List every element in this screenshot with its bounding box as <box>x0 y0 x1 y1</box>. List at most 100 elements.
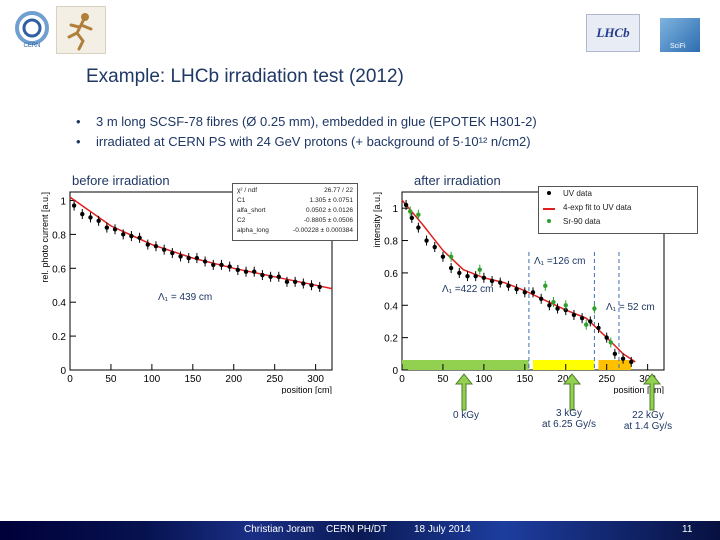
data-point <box>543 283 548 289</box>
scifi-logo: SciFi <box>660 18 700 52</box>
data-point <box>448 254 454 259</box>
y-axis-label: intensity [a.u.] <box>372 192 382 248</box>
data-point <box>260 272 265 278</box>
fit-stats-value: 26.77 / 22 <box>324 187 353 194</box>
data-point <box>424 238 429 243</box>
data-point <box>145 242 150 247</box>
dose-label-line1: 22 kGy <box>632 410 664 421</box>
fit-stats-row: alpha_long -0.00228 ± 0.000384 <box>237 226 353 236</box>
data-point <box>104 225 110 230</box>
data-point <box>252 269 257 274</box>
data-point <box>235 267 241 273</box>
data-point <box>551 299 556 305</box>
dose-arrows <box>454 373 662 411</box>
data-point <box>301 281 306 286</box>
data-point <box>608 340 613 345</box>
label-after-irradiation: after irradiation <box>414 173 501 188</box>
data-point <box>129 233 134 239</box>
y-tick-label: 0.6 <box>384 269 398 280</box>
legend-after: UV data 4-exp fit to UV data Sr-90 data <box>538 186 698 234</box>
legend-item-sr90: Sr-90 data <box>539 215 697 229</box>
data-point <box>629 359 634 365</box>
y-axis-label: rel. photo current [a.u.] <box>40 192 50 283</box>
arrow-up-icon <box>562 373 582 411</box>
fit-stats-row: C1 1.305 ± 0.0751 <box>237 196 353 206</box>
y-tick-label: 0.2 <box>384 334 398 345</box>
data-point <box>170 250 175 256</box>
cern-logo-text: CERN <box>23 43 40 49</box>
data-point <box>211 262 216 268</box>
data-point <box>309 283 314 288</box>
x-tick-label: 150 <box>184 374 201 385</box>
y-tick-label: 0.6 <box>52 264 66 275</box>
annotation-lambda-126: Λ₁ =126 cm <box>534 256 586 267</box>
data-point <box>563 303 568 308</box>
fit-stats-key: alfa_short <box>237 207 266 214</box>
dose-label-line2: at 1.4 Gy/s <box>623 421 673 432</box>
data-point <box>276 274 281 279</box>
data-point <box>432 244 437 250</box>
data-point <box>620 356 626 361</box>
x-tick-label: 250 <box>266 374 283 385</box>
x-tick-label: 100 <box>476 374 493 385</box>
y-tick-label: 1 <box>60 196 66 207</box>
fit-stats-rows: χ² / ndf 26.77 / 22 C1 1.305 ± 0.0751 alfa_s… <box>233 184 357 238</box>
scifi-logo-text: SciFi <box>670 43 686 50</box>
data-point <box>448 265 454 271</box>
data-point <box>489 278 495 284</box>
footer-bar <box>0 521 720 540</box>
data-point <box>317 284 322 290</box>
dose-label-line2: at 6.25 Gy/s <box>542 419 596 430</box>
slide-title: Example: LHCb irradiation test (2012) <box>86 66 404 87</box>
arrow-up-icon <box>642 373 662 411</box>
data-point <box>522 290 528 295</box>
legend-item-uv: UV data <box>539 187 697 201</box>
data-point <box>202 259 208 264</box>
annotation-lambda-52: Λ₁ = 52 cm <box>606 302 655 313</box>
data-point <box>403 202 409 208</box>
cern-logo: CERN <box>10 8 54 50</box>
data-point <box>161 247 167 252</box>
data-point <box>592 306 597 311</box>
x-tick-label: 250 <box>598 374 615 385</box>
data-point <box>596 325 601 331</box>
dose-label-line1: 0 kGy <box>452 410 480 421</box>
dose-label-line1: 3 kGy <box>555 408 583 419</box>
x-tick-label: 50 <box>105 374 117 385</box>
y-tick-label: 0.2 <box>52 332 66 343</box>
lhcb-logo: LHCb <box>586 14 640 52</box>
annotation-lambda-422: Λ₁ =422 cm <box>442 284 494 295</box>
y-tick-label: 0.8 <box>52 230 66 241</box>
data-point <box>219 262 224 268</box>
data-point <box>481 275 487 280</box>
scifi-logo-icon: SciFi <box>670 43 686 50</box>
fit-stats-value: 1.305 ± 0.0751 <box>309 197 353 204</box>
data-point <box>579 316 585 321</box>
lhcb-logo-text: LHCb <box>595 25 630 40</box>
data-point <box>409 215 415 221</box>
legend-item-fit: 4-exp fit to UV data <box>539 201 697 215</box>
fit-stats-value: 0.0502 ± 0.0126 <box>306 207 353 214</box>
legend-label: 4-exp fit to UV data <box>563 203 632 212</box>
data-point <box>186 255 191 261</box>
data-point <box>112 227 118 232</box>
data-point <box>538 296 544 301</box>
legend-marker <box>547 191 551 195</box>
y-tick-label: 0.4 <box>384 301 398 312</box>
y-tick-label: 0 <box>392 366 398 377</box>
data-point <box>514 286 519 292</box>
footer-page-number: 11 <box>682 524 693 535</box>
legend-label: Sr-90 data <box>563 217 601 226</box>
data-point <box>584 322 589 327</box>
data-point <box>80 211 85 217</box>
runner-icon <box>67 13 93 51</box>
data-point <box>555 306 560 311</box>
y-tick-label: 0 <box>60 366 66 377</box>
fit-stats-key: alpha_long <box>237 227 269 234</box>
x-tick-label: 200 <box>557 374 574 385</box>
data-point <box>547 303 552 308</box>
x-tick-label: 150 <box>516 374 533 385</box>
x-tick-label: 200 <box>225 374 242 385</box>
data-point <box>571 312 577 318</box>
y-tick-label: 0.8 <box>384 237 398 248</box>
